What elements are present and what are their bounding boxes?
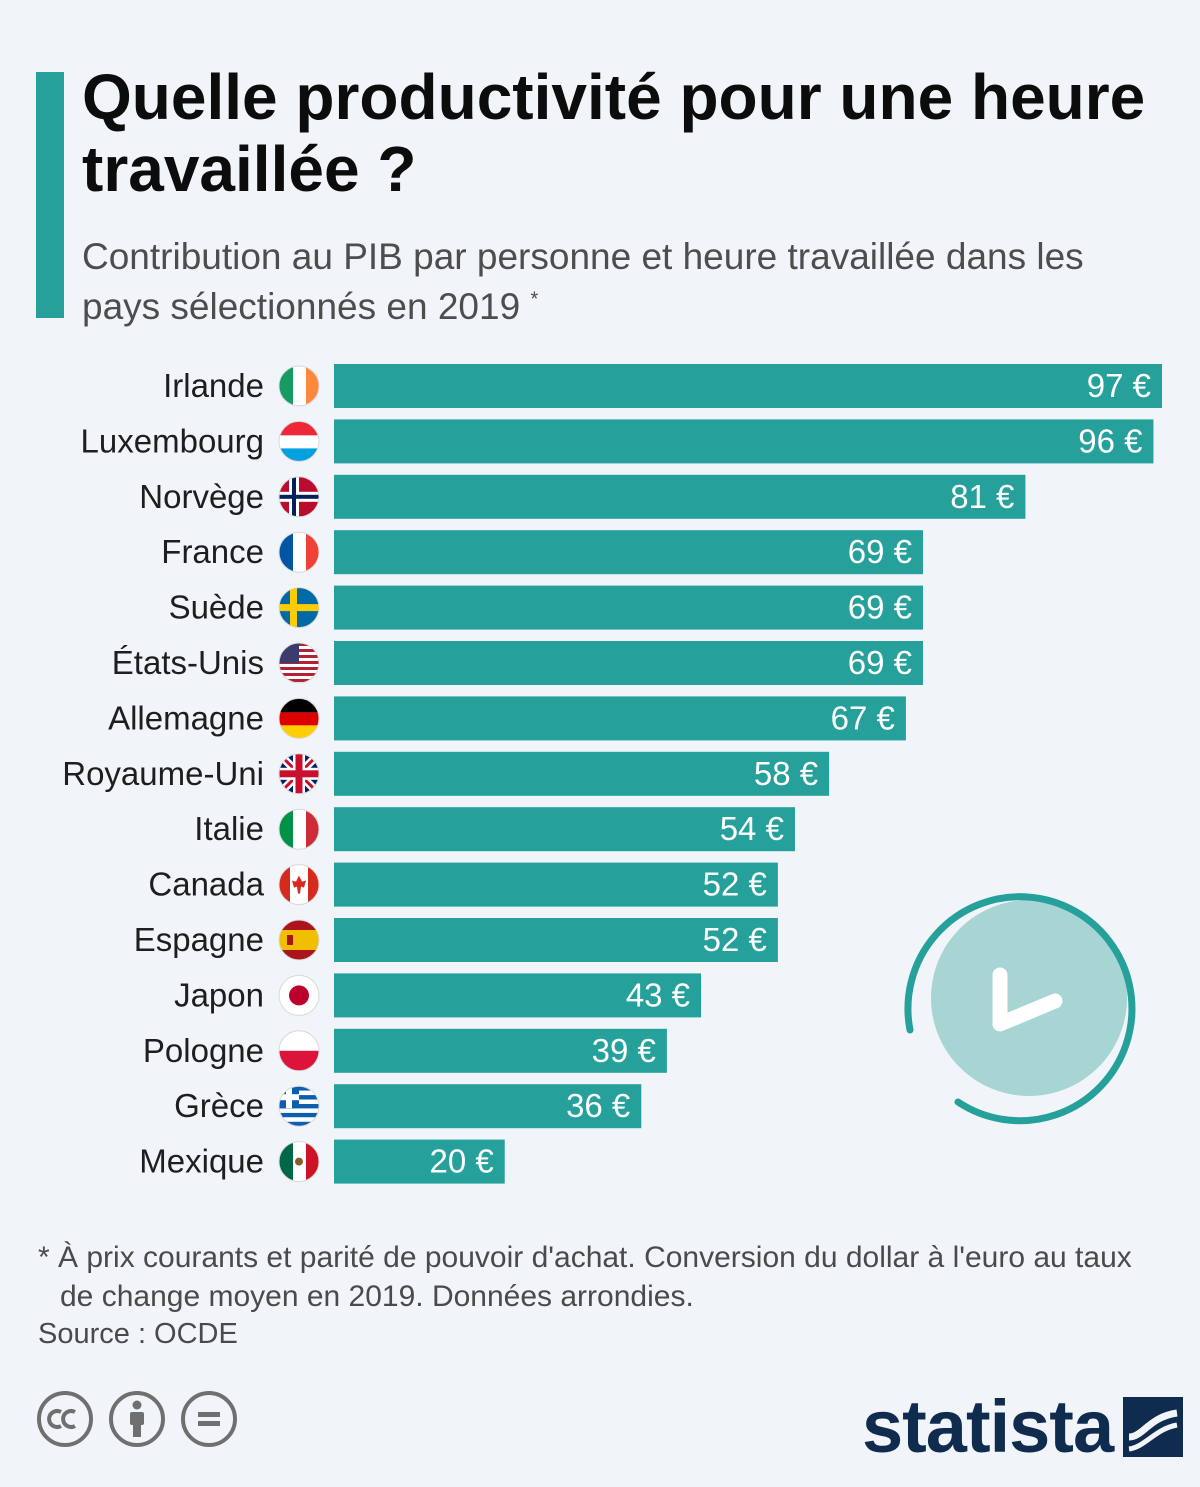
category-label-13: Pologne xyxy=(143,1032,264,1069)
bar-1 xyxy=(334,364,1162,408)
category-label-5: Suède xyxy=(169,589,264,626)
data-label-6: 69 € xyxy=(848,644,912,681)
license-icons xyxy=(36,1390,238,1448)
cc-icon xyxy=(37,1391,93,1447)
bars-group: 97 € Irlande 96 € Luxembourg 81 € Norvège 69 €… xyxy=(62,364,1162,1184)
category-label-3: Norvège xyxy=(139,478,264,515)
statista-mark-icon xyxy=(1123,1396,1184,1457)
statista-logo[interactable]: statista xyxy=(862,1384,1184,1469)
flag-poland-icon xyxy=(278,1030,320,1072)
data-label-8: 58 € xyxy=(754,755,818,792)
flag-france-icon xyxy=(278,531,320,573)
category-label-1: Irlande xyxy=(163,367,264,404)
data-label-14: 36 € xyxy=(566,1087,630,1124)
category-label-8: Royaume-Uni xyxy=(62,755,264,792)
footnote: * À prix courants et parité de pouvoir d… xyxy=(38,1241,1132,1313)
bar-7 xyxy=(334,696,906,741)
chart-title: Quelle productivité pour une heure trava… xyxy=(82,61,1146,205)
flag-italy-icon xyxy=(278,808,320,850)
data-label-12: 43 € xyxy=(626,976,690,1013)
data-label-1: 97 € xyxy=(1087,367,1151,404)
bar-6 xyxy=(334,641,923,685)
subtitle-marker: * xyxy=(530,288,539,311)
subtitle-text: Contribution au PIB par personne et heur… xyxy=(82,236,1084,327)
statista-wordmark: statista xyxy=(862,1385,1114,1468)
flag-usa-icon xyxy=(278,642,320,684)
data-label-7: 67 € xyxy=(831,699,895,736)
category-label-10: Canada xyxy=(148,866,264,903)
bar-13 xyxy=(334,1028,667,1073)
category-label-15: Mexique xyxy=(139,1143,264,1180)
bar-chart: 97 € Irlande 96 € Luxembourg 81 € Norvège 69 €… xyxy=(62,364,1162,1184)
category-label-7: Allemagne xyxy=(108,699,264,736)
flag-mexico-icon xyxy=(278,1141,320,1183)
bar-15 xyxy=(334,1139,505,1184)
flag-norway-icon xyxy=(278,476,320,518)
flag-japan-icon xyxy=(278,974,320,1016)
flag-luxembourg-icon xyxy=(278,420,320,462)
bar-9 xyxy=(334,807,795,852)
category-label-2: Luxembourg xyxy=(81,422,264,459)
bar-2 xyxy=(334,419,1154,464)
bar-11 xyxy=(334,918,778,962)
bar-10 xyxy=(334,862,778,907)
data-label-5: 69 € xyxy=(848,589,912,626)
category-label-6: États-Unis xyxy=(112,644,264,681)
clock-icon xyxy=(904,893,1136,1125)
bar-5 xyxy=(334,585,923,630)
data-label-13: 39 € xyxy=(592,1032,656,1069)
flag-ireland-icon xyxy=(278,365,320,407)
data-label-10: 52 € xyxy=(703,866,767,903)
data-label-11: 52 € xyxy=(703,921,767,958)
attribution-icon xyxy=(109,1391,165,1447)
bar-14 xyxy=(334,1084,642,1129)
flag-canada-icon xyxy=(278,864,320,906)
flag-greece-icon xyxy=(278,1085,320,1127)
data-label-9: 54 € xyxy=(720,810,784,847)
category-label-9: Italie xyxy=(194,810,264,847)
accent-bar xyxy=(36,72,64,318)
bar-8 xyxy=(334,751,830,796)
bar-12 xyxy=(334,973,702,1018)
bar-4 xyxy=(334,530,923,575)
category-label-12: Japon xyxy=(174,976,264,1013)
data-label-2: 96 € xyxy=(1078,422,1142,459)
flag-sweden-icon xyxy=(278,587,320,629)
source: Source : OCDE xyxy=(38,1318,238,1350)
data-label-4: 69 € xyxy=(848,533,912,570)
chart-subtitle: Contribution au PIB par personne et heur… xyxy=(82,232,1172,331)
data-label-3: 81 € xyxy=(950,478,1014,515)
data-label-15: 20 € xyxy=(429,1143,493,1180)
category-label-4: France xyxy=(161,533,264,570)
no-derivatives-icon xyxy=(181,1391,237,1447)
flag-uk-icon xyxy=(278,753,320,795)
bar-3 xyxy=(334,474,1026,519)
category-label-11: Espagne xyxy=(134,921,264,958)
flag-germany-icon xyxy=(278,697,320,739)
category-label-14: Grèce xyxy=(174,1087,264,1124)
flag-spain-icon xyxy=(278,919,320,961)
